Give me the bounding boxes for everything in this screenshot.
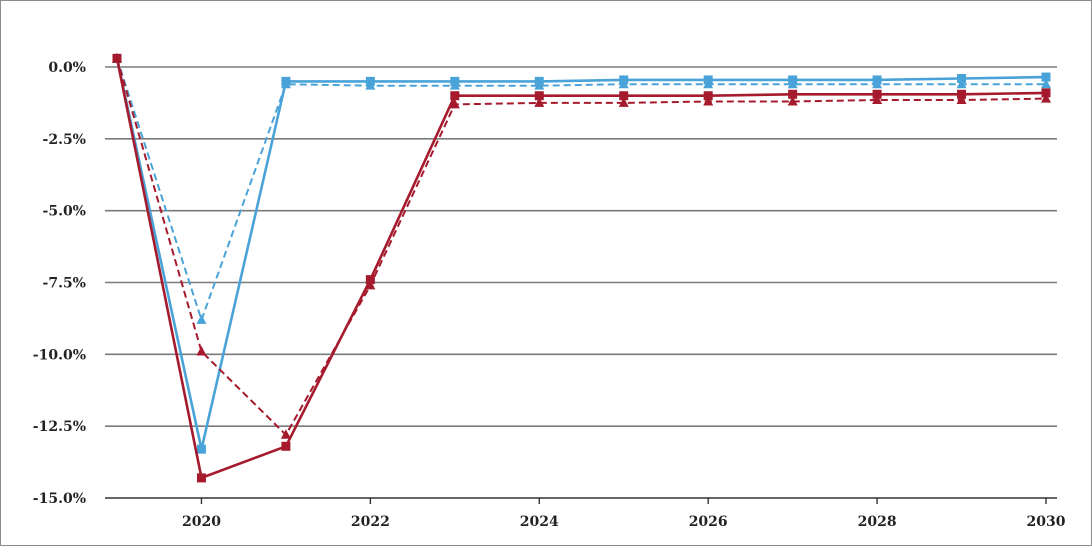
- series-0-point: [1041, 72, 1051, 82]
- series-2-point: [788, 89, 798, 99]
- series-1-point: [703, 78, 714, 89]
- y-tick-label: -10.0%: [33, 347, 86, 363]
- series-1-point: [956, 78, 967, 89]
- x-tick-label: 2028: [858, 514, 897, 530]
- series-3-line: [116, 58, 1047, 437]
- series-1-point: [534, 80, 545, 90]
- series-3-point: [1041, 93, 1051, 103]
- x-tick-label: 2030: [1027, 514, 1066, 530]
- series-0: [112, 53, 1051, 454]
- series-1-point: [280, 78, 291, 89]
- series-3-point: [280, 429, 291, 439]
- series-3-point: [112, 52, 122, 63]
- series-1-point: [365, 80, 376, 90]
- x-axis: 2020 2022 2024 2026 2028 2030: [105, 497, 1066, 530]
- series-2-point: [196, 473, 206, 483]
- series-3-point: [956, 94, 967, 105]
- series-1-point: [1041, 78, 1051, 89]
- series-2-point: [872, 89, 882, 99]
- series-3-point: [365, 279, 376, 290]
- series-3-point: [787, 95, 798, 106]
- series-2-point: [619, 91, 629, 101]
- series-0-line: [115, 58, 1047, 450]
- y-tick-label: -5.0%: [43, 204, 86, 220]
- series-2-point: [281, 441, 291, 451]
- series-0-point: [957, 73, 967, 83]
- series-0-point: [196, 444, 206, 454]
- series-1-point: [618, 78, 629, 89]
- series-2-point: [365, 275, 375, 285]
- series-2-line: [115, 58, 1047, 480]
- series-2-point: [957, 89, 967, 99]
- series-3-point: [618, 97, 629, 107]
- series-1-point: [872, 78, 883, 89]
- series-1-point: [449, 80, 460, 90]
- x-tick-label: 2024: [520, 514, 559, 530]
- series-3-point: [534, 97, 545, 107]
- y-tick-label: -12.5%: [33, 419, 86, 435]
- series-2-point: [1041, 88, 1051, 98]
- y-tick-label: -7.5%: [43, 276, 86, 292]
- series-2-point: [534, 91, 544, 101]
- grid-lines: [105, 66, 1057, 427]
- y-tick-label: -2.5%: [43, 132, 86, 148]
- series-3-point: [703, 95, 714, 106]
- series-1-line: [116, 58, 1046, 324]
- series-2-point: [450, 91, 460, 101]
- y-tick-label: 0.0%: [48, 60, 86, 76]
- x-tick-label: 2026: [689, 514, 728, 530]
- y-axis-tick-labels: 0.0% -2.5% -5.0% -7.5% -10.0% -12.5% -15.0%: [33, 60, 86, 507]
- y-tick-label: -15.0%: [33, 491, 86, 507]
- series-3-point: [196, 345, 207, 356]
- series-1-point: [787, 78, 798, 89]
- series-2: [112, 53, 1051, 483]
- series-3-point: [449, 98, 460, 109]
- x-tick-label: 2022: [351, 514, 390, 530]
- x-tick-label: 2020: [182, 514, 221, 530]
- series-2-point: [703, 91, 713, 101]
- series-1-point: [196, 314, 207, 324]
- series-3: [112, 52, 1051, 439]
- series-3-point: [872, 94, 883, 105]
- series-layer: [112, 52, 1051, 483]
